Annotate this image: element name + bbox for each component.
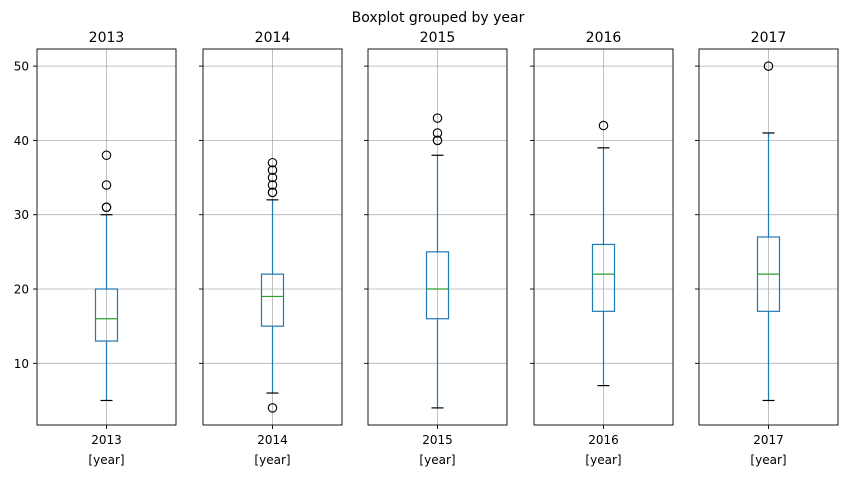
x-axis-label: [year] [750,453,786,467]
outlier-point [101,202,112,213]
panel-title: 2013 [89,30,125,46]
panel-2015: 2015 [year] 2015 [364,30,508,467]
panel-2013: 10 20 30 40 50 2013 [year] 2013 [14,30,177,467]
outlier-point [101,180,112,190]
panel-2017: 2017 [year] 2017 [695,30,839,467]
x-tick-label: 2016 [588,433,619,447]
y-tick-label: 40 [14,134,29,148]
y-tick-label: 10 [14,357,29,371]
x-axis-label: [year] [585,453,621,467]
outlier-point [432,128,443,138]
panel-2014: 2014 [year] 2014 [199,30,343,467]
outlier-point [267,403,278,413]
x-tick-label: 2013 [91,433,122,447]
outlier-point [267,157,278,168]
outlier-point [598,120,609,131]
outlier-point [267,165,278,175]
x-tick-label: 2014 [257,433,288,447]
iqr-box [260,273,285,327]
x-tick-label: 2015 [422,433,453,447]
outlier-point [267,187,278,198]
y-tick-label: 50 [14,60,29,74]
panel-2016: 2016 [year] 2016 [530,30,674,467]
x-axis-label: [year] [254,453,290,467]
outlier-point [267,180,278,190]
y-tick-label: 20 [14,283,29,297]
y-tick-label: 30 [14,208,29,222]
panel-title: 2016 [586,30,622,46]
outlier-point [763,61,774,71]
outlier-point [101,150,112,161]
outlier-point [432,113,443,123]
panel-title: 2014 [255,30,291,46]
panel-title: 2017 [751,30,787,46]
iqr-box [94,288,119,342]
iqr-box [425,251,450,320]
iqr-box [591,243,616,312]
x-axis-label: [year] [419,453,455,467]
x-tick-label: 2017 [753,433,784,447]
outlier-point [432,135,443,146]
panel-title: 2015 [420,30,456,46]
figure-title: Boxplot grouped by year [352,10,525,26]
outlier-point [267,172,278,183]
x-axis-label: [year] [88,453,124,467]
